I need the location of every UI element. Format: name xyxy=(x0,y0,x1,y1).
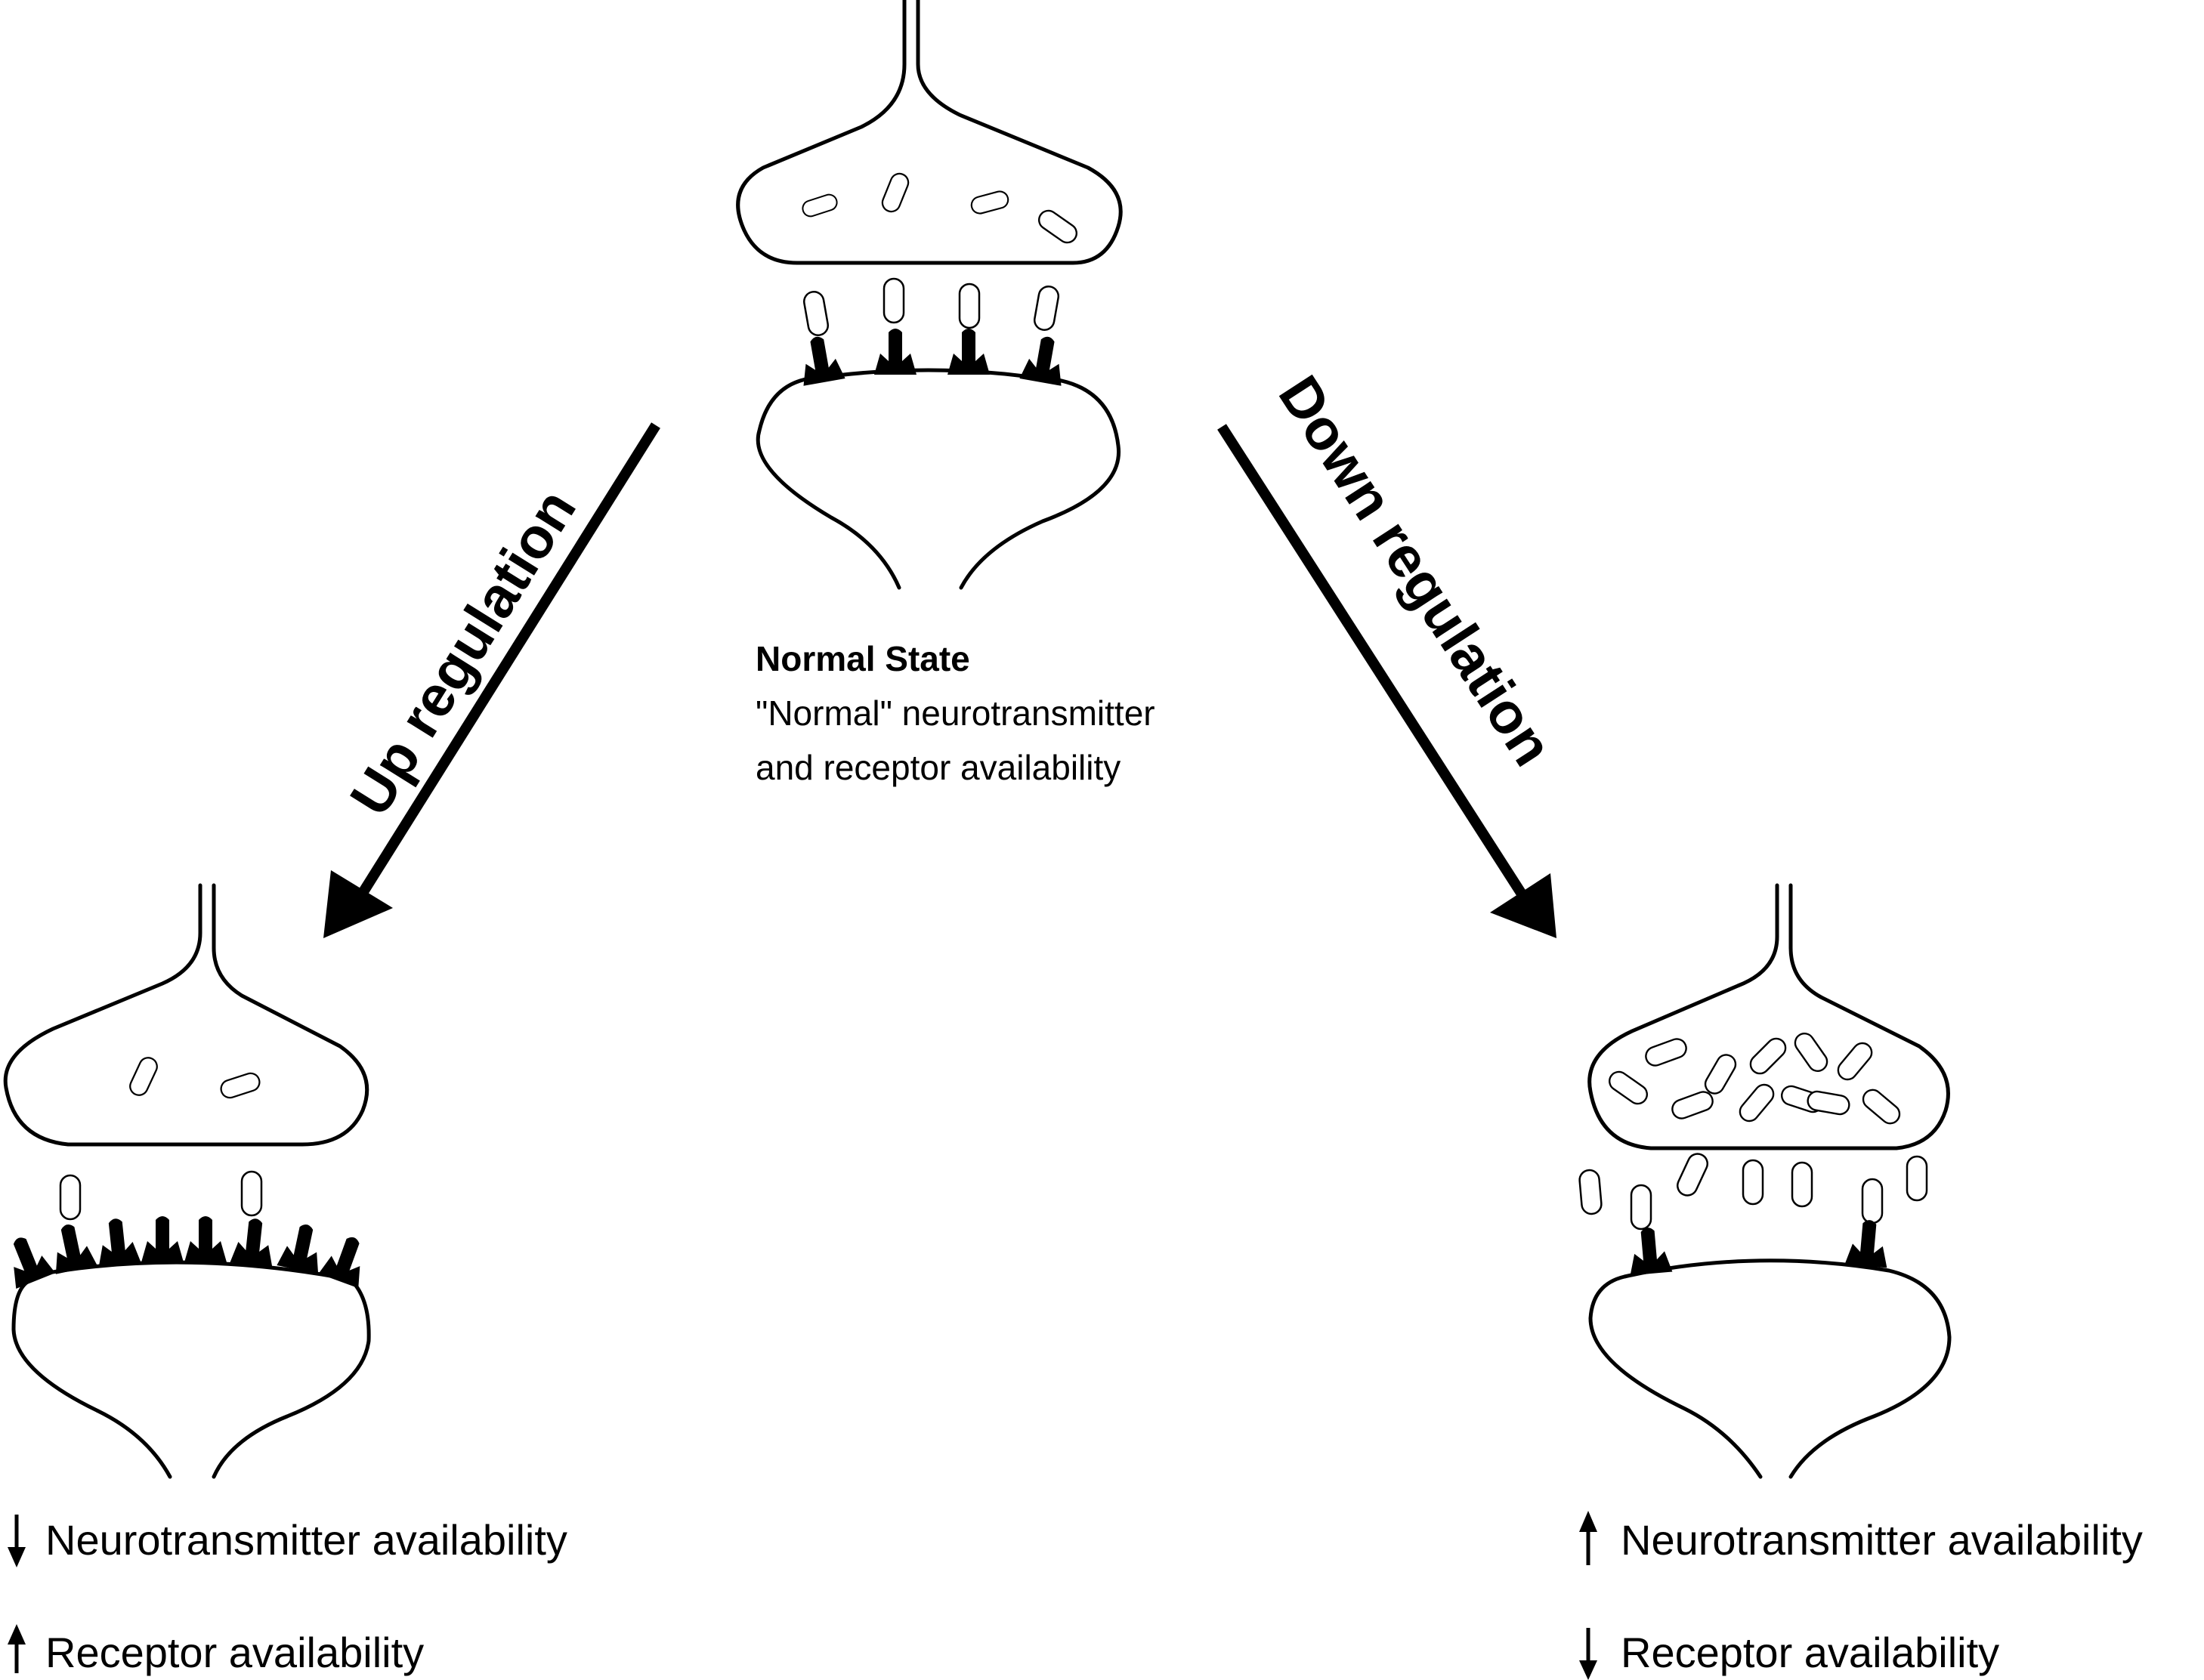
normal-postsynaptic-cell xyxy=(756,375,1121,590)
normal-receptors xyxy=(795,329,1070,386)
up-regulation-arrow: Up regulation xyxy=(323,422,660,938)
up-receptor-up-arrow-icon xyxy=(8,1624,26,1673)
up-state-caption: Neurotransmitter availability Receptor a… xyxy=(8,1515,567,1676)
down-nt-up-arrow-icon xyxy=(1579,1511,1597,1565)
up-presynaptic-terminal xyxy=(3,883,369,1147)
down-terminal-vesicles xyxy=(1605,1029,1905,1129)
normal-state-line1: "Normal" neurotransmitter xyxy=(756,693,1155,733)
down-receptor-down-arrow-icon xyxy=(1579,1628,1597,1680)
up-receptors xyxy=(0,1216,375,1289)
normal-state-line2: and receptor availability xyxy=(756,748,1121,787)
down-regulation-arrow: Down regulation xyxy=(1217,365,1565,938)
up-receptor-label: Receptor availability xyxy=(45,1629,424,1676)
normal-state-title: Normal State xyxy=(756,639,970,678)
down-receptor-label: Receptor availability xyxy=(1621,1629,1999,1676)
down-regulated-synapse xyxy=(1578,883,1952,1479)
down-presynaptic-terminal xyxy=(1587,883,1950,1150)
up-bound-vesicles xyxy=(59,1170,263,1221)
normal-state-caption: Normal State "Normal" neurotransmitter a… xyxy=(756,639,1155,787)
up-postsynaptic-cell xyxy=(11,1278,371,1479)
down-postsynaptic-cell xyxy=(1588,1268,1952,1479)
normal-bound-vesicles xyxy=(801,277,1062,338)
up-regulated-synapse xyxy=(0,883,375,1479)
down-neurotransmitter-label: Neurotransmitter availability xyxy=(1621,1516,2143,1564)
normal-terminal-vesicles xyxy=(799,170,1081,248)
down-state-caption: Neurotransmitter availability Receptor a… xyxy=(1579,1511,2143,1680)
up-nt-down-arrow-icon xyxy=(8,1515,26,1567)
up-regulation-label: Up regulation xyxy=(338,479,589,826)
up-terminal-vesicles xyxy=(126,1054,263,1101)
normal-synapse xyxy=(736,0,1123,590)
up-neurotransmitter-label: Neurotransmitter availability xyxy=(45,1516,567,1564)
normal-presynaptic-terminal xyxy=(736,0,1123,265)
